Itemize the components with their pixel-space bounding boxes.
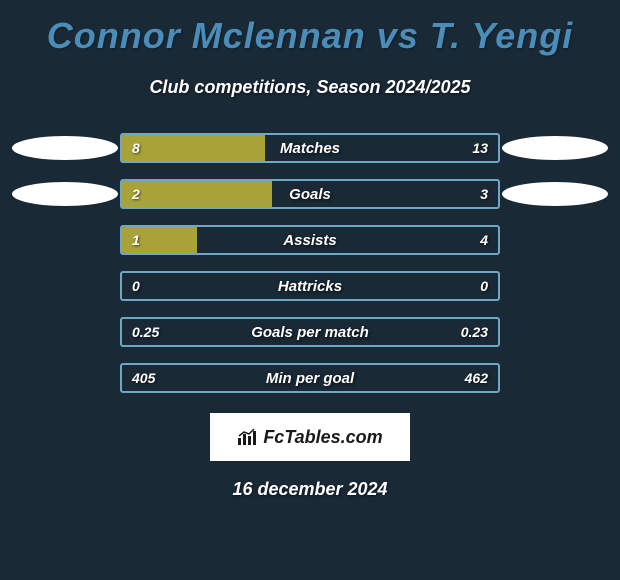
stat-bar: 0.250.23Goals per match [120,317,500,347]
stat-bar: 813Matches [120,133,500,163]
stat-label: Matches [122,140,498,157]
stat-bar: 23Goals [120,179,500,209]
badge-ellipse [12,136,118,160]
logo-text: FcTables.com [263,427,382,448]
team-badge-right [500,136,610,160]
team-badge-right [500,182,610,206]
stat-bar: 14Assists [120,225,500,255]
stat-label: Hattricks [122,278,498,295]
stat-bar: 00Hattricks [120,271,500,301]
stat-bar: 405462Min per goal [120,363,500,393]
stat-label: Assists [122,232,498,249]
comparison-chart: 813Matches 23Goals 14Assists 00Hattricks 0.2… [10,133,610,393]
stat-row: 14Assists [10,225,610,255]
team-badge-left [10,182,120,206]
comparison-title: Connor Mclennan vs T. Yengi [10,15,610,57]
date: 16 december 2024 [10,479,610,500]
stat-label: Min per goal [122,370,498,387]
badge-ellipse [502,136,608,160]
stat-row: 405462Min per goal [10,363,610,393]
stat-label: Goals [122,186,498,203]
stat-label: Goals per match [122,324,498,341]
stat-row: 0.250.23Goals per match [10,317,610,347]
stat-row: 23Goals [10,179,610,209]
stat-row: 813Matches [10,133,610,163]
badge-ellipse [12,182,118,206]
subtitle: Club competitions, Season 2024/2025 [10,77,610,98]
fctables-logo[interactable]: FcTables.com [210,413,410,461]
chart-icon [237,428,259,446]
badge-ellipse [502,182,608,206]
stat-row: 00Hattricks [10,271,610,301]
team-badge-left [10,136,120,160]
